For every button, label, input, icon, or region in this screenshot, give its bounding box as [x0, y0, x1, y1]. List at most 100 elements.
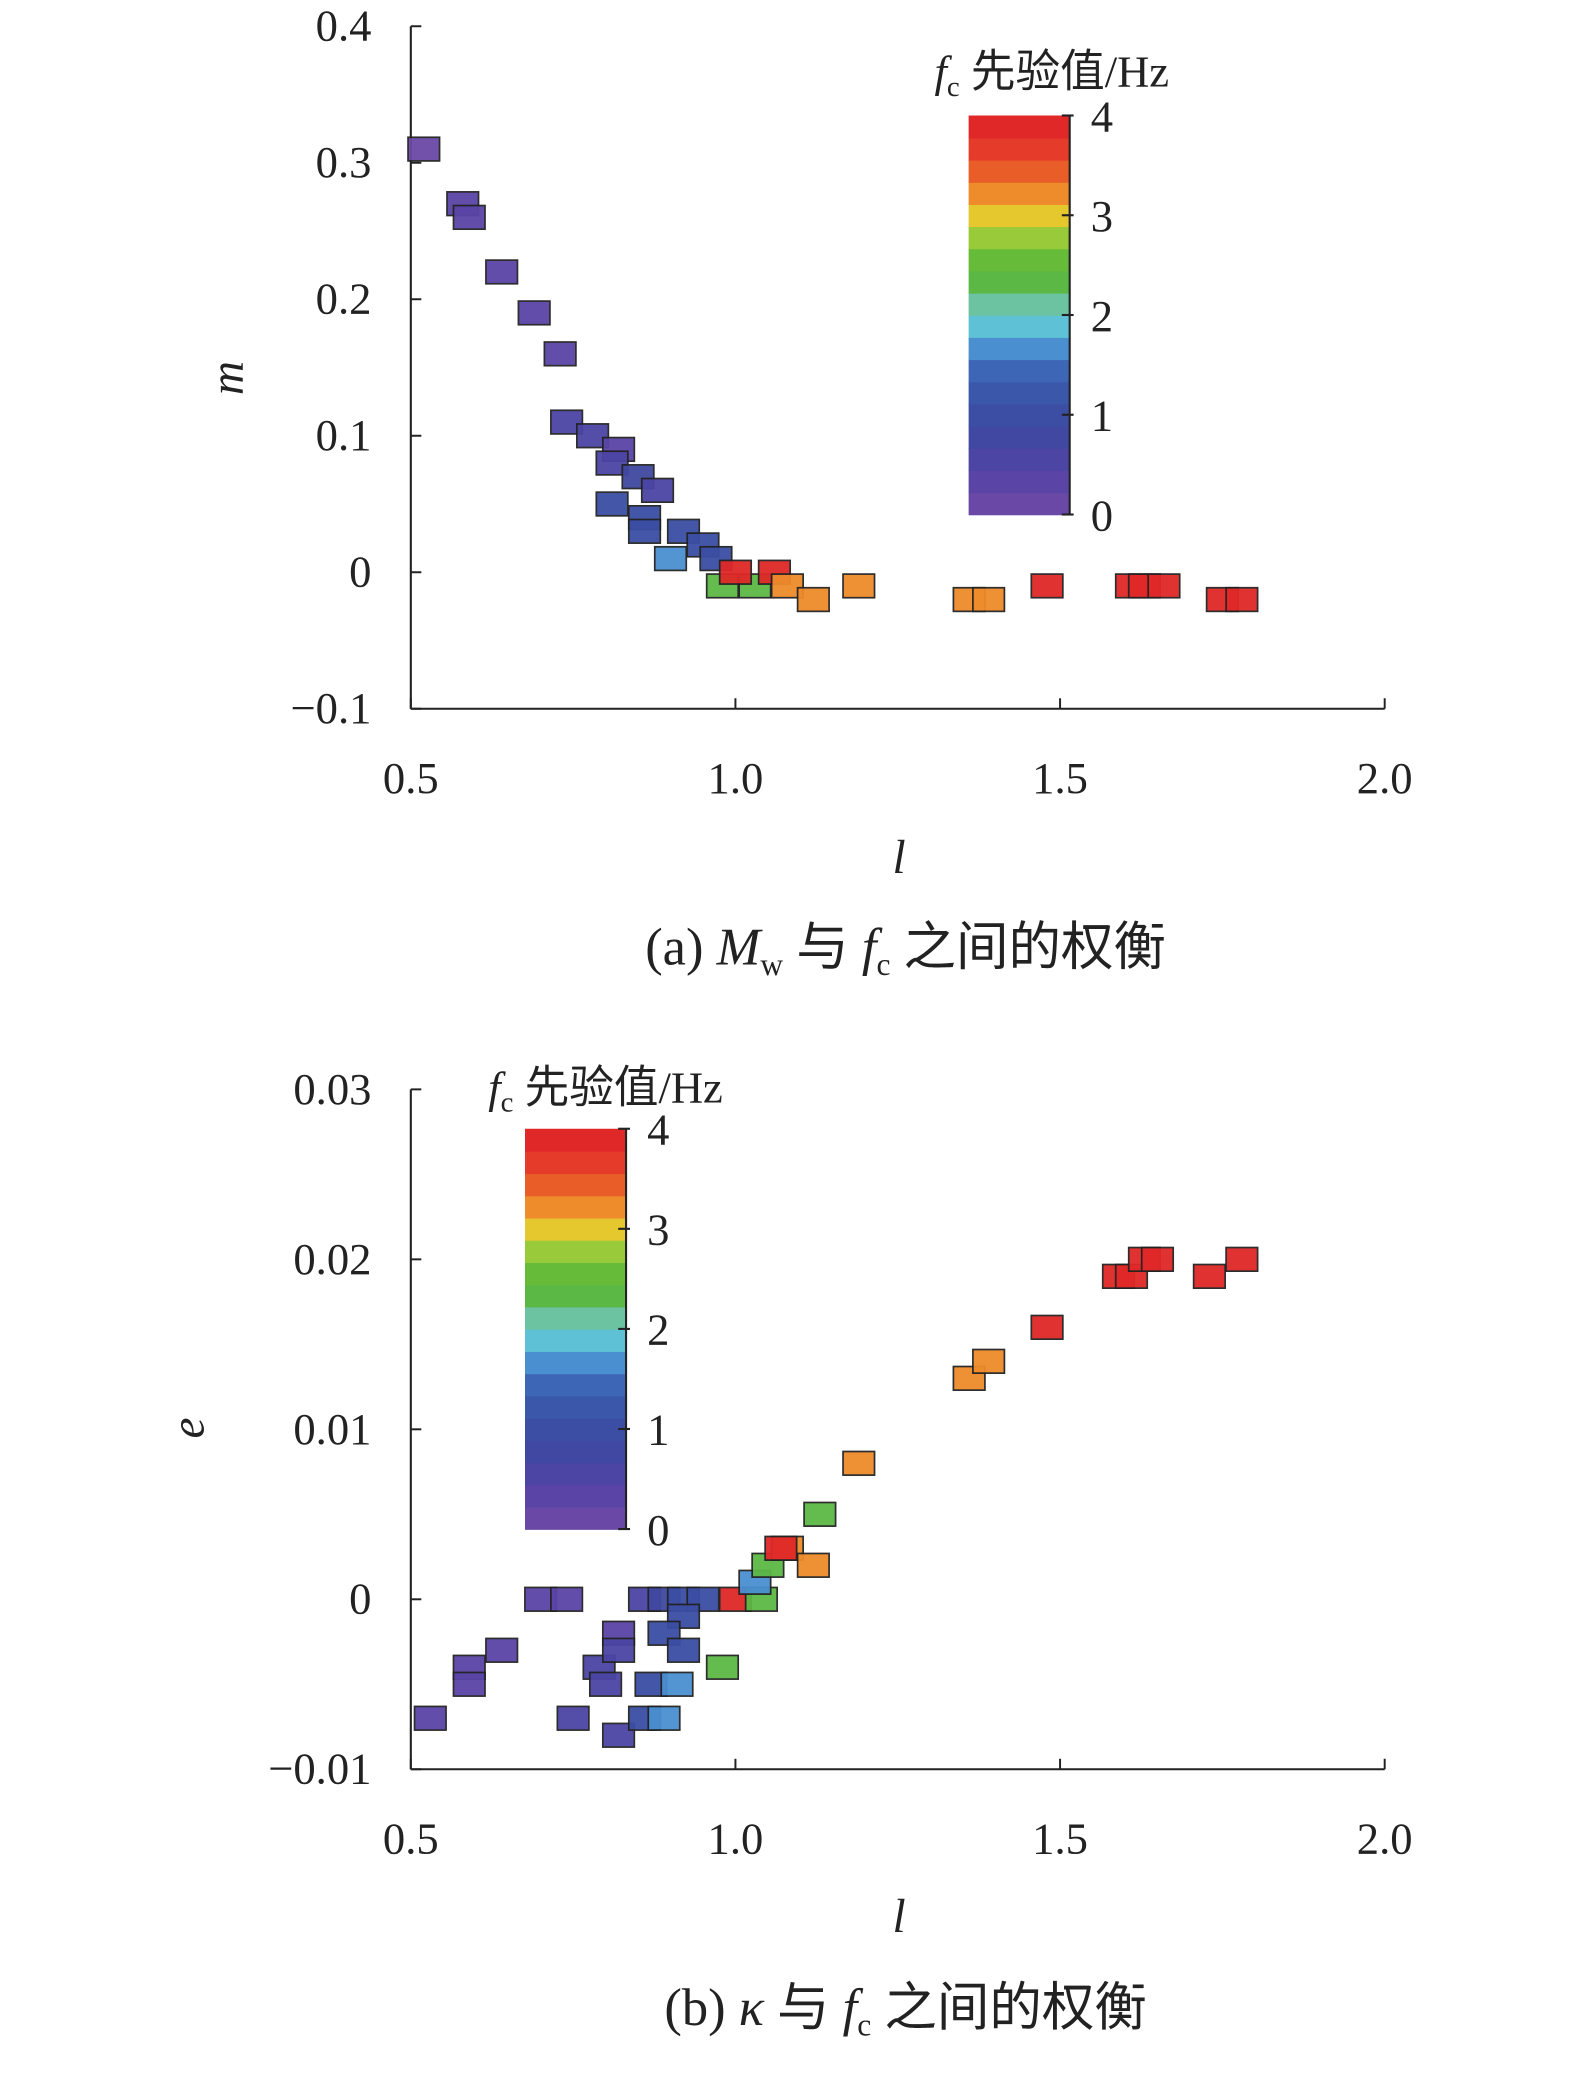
- colorbar-band: [968, 248, 1070, 272]
- colorbar-band: [968, 425, 1070, 449]
- data-point: [485, 259, 519, 285]
- colorbar-title-text: 先验值/Hz: [513, 1063, 722, 1113]
- y-axis-label: e: [162, 1418, 214, 1439]
- colorbar-tick-label: 2: [1091, 291, 1113, 341]
- colorbar-tick-label: 4: [1091, 91, 1113, 141]
- colorbar-band: [525, 1484, 627, 1508]
- colorbar-tick-label: 0: [647, 1505, 669, 1555]
- data-point: [770, 573, 804, 599]
- colorbar-title: fc 先验值/Hz: [488, 1063, 723, 1119]
- y-tick-label: 0.1: [316, 410, 372, 460]
- data-point: [1225, 586, 1259, 613]
- colorbar-band: [968, 381, 1070, 405]
- data-point: [972, 586, 1006, 613]
- y-tick-label: 0.4: [316, 1, 372, 51]
- caption-suffix: 之间的权衡: [890, 919, 1166, 977]
- caption-var1: κ: [739, 1979, 765, 2037]
- data-point: [627, 518, 662, 544]
- caption-prefix: (b): [664, 1979, 738, 2037]
- data-point: [1225, 1246, 1259, 1273]
- x-axis-label: l: [892, 832, 905, 884]
- data-point: [556, 1705, 590, 1731]
- y-tick-label: 0.2: [316, 274, 372, 324]
- colorbar-title-sub: c: [501, 1087, 514, 1119]
- colorbar-band: [525, 1217, 627, 1241]
- data-point: [601, 1637, 636, 1663]
- colorbar-band: [968, 359, 1070, 383]
- data-point: [543, 341, 577, 367]
- colorbar-band: [525, 1328, 627, 1352]
- colorbar-band: [968, 204, 1070, 228]
- caption-mid: 与: [783, 919, 862, 977]
- scatter-points: [407, 136, 1259, 613]
- data-point: [1030, 1314, 1064, 1340]
- data-point: [588, 1671, 623, 1697]
- colorbar-band: [525, 1128, 627, 1152]
- colorbar-band: [968, 337, 1070, 361]
- data-point: [595, 450, 629, 476]
- colorbar-tick-label: 1: [1091, 391, 1113, 441]
- x-tick-label: 1.5: [1032, 1813, 1088, 1863]
- data-point: [796, 586, 830, 613]
- data-point: [407, 136, 441, 162]
- colorbar-band: [968, 182, 1070, 205]
- y-tick-label: −0.1: [291, 683, 372, 733]
- chart-panel-b: 0.5 1.0 1.5 2.0 −0.01 0 0.01 0.02 0.03 l e 0 1 2 3 4fc …: [162, 1063, 1412, 2043]
- data-point: [640, 477, 675, 504]
- data-point: [660, 1671, 694, 1697]
- data-point: [705, 1654, 740, 1680]
- data-point: [842, 1450, 876, 1476]
- data-point: [595, 491, 629, 517]
- y-axis-label: m: [202, 361, 254, 395]
- colorbar: 0 1 2 3 4fc 先验值/Hz: [488, 1063, 723, 1555]
- data-point: [1192, 1263, 1226, 1290]
- colorbar-band: [525, 1262, 627, 1286]
- chart-panel-a: 0.5 1.0 1.5 2.0 −0.1 0 0.1 0.2 0.3 0.4 l m 0 1 2 3 4fc 先…: [202, 1, 1413, 983]
- data-point: [842, 573, 876, 599]
- caption-mid: 与: [764, 1979, 843, 2037]
- y-tick-label: −0.01: [268, 1744, 371, 1794]
- y-tick-label: 0.01: [293, 1404, 371, 1454]
- x-tick-label: 2.0: [1357, 753, 1413, 803]
- colorbar-band: [968, 403, 1070, 427]
- y-tick-label: 0.03: [293, 1064, 371, 1114]
- colorbar-band: [968, 159, 1070, 183]
- colorbar-band: [525, 1351, 627, 1375]
- colorbar-tick-label: 3: [1091, 191, 1113, 241]
- data-point: [1140, 1246, 1175, 1273]
- data-point: [517, 300, 551, 326]
- x-tick-label: 1.0: [708, 753, 764, 803]
- colorbar-tick-label: 1: [647, 1405, 669, 1455]
- data-point: [485, 1637, 519, 1663]
- data-point: [1030, 573, 1064, 599]
- caption-var1: M: [716, 919, 764, 977]
- data-point: [550, 1586, 584, 1612]
- colorbar-band: [968, 470, 1070, 494]
- data-point: [803, 1501, 837, 1527]
- colorbar-band: [525, 1373, 627, 1397]
- x-tick-label: 1.5: [1032, 753, 1088, 803]
- data-point: [1147, 573, 1181, 599]
- caption-var1-sub: w: [760, 947, 783, 982]
- scatter-points: [413, 1246, 1259, 1748]
- colorbar-band: [525, 1395, 627, 1419]
- x-tick-label: 1.0: [708, 1813, 764, 1863]
- data-point: [653, 545, 688, 572]
- colorbar-tick-label: 2: [647, 1305, 669, 1355]
- colorbar-tick-label: 0: [1091, 490, 1113, 540]
- data-point: [452, 204, 486, 231]
- x-axis-label: l: [892, 1891, 905, 1943]
- data-point: [796, 1552, 830, 1578]
- data-point: [575, 423, 610, 449]
- colorbar-band: [968, 315, 1070, 338]
- data-point: [764, 1535, 798, 1561]
- figure-caption: (b) κ 与 fc 之间的权衡: [664, 1979, 1147, 2043]
- caption-var2-sub: c: [857, 2008, 871, 2043]
- colorbar-band: [525, 1462, 627, 1486]
- data-point: [550, 409, 584, 435]
- colorbar-title-text: 先验值/Hz: [960, 47, 1169, 97]
- colorbar-band: [968, 448, 1070, 471]
- colorbar-band: [525, 1173, 627, 1197]
